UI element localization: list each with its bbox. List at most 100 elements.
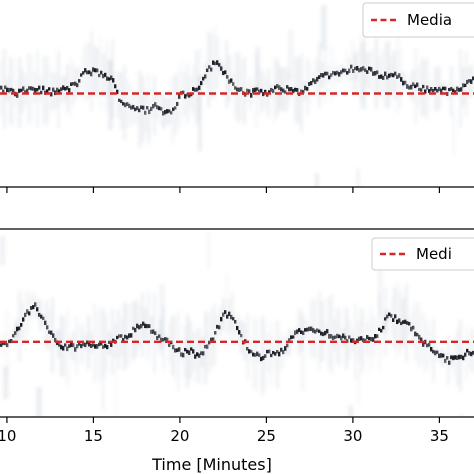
bottom-peak-point	[168, 343, 171, 347]
top-peak-point	[134, 107, 137, 112]
bottom-haze-streak	[117, 309, 120, 369]
bottom-peak-point	[320, 331, 323, 336]
top-haze-streak	[33, 71, 36, 105]
top-peak-point	[416, 82, 419, 87]
bottom-peak-point	[378, 327, 381, 331]
bottom-peak-point	[52, 333, 55, 338]
bottom-peak-point	[298, 328, 301, 332]
bottom-peak-point	[348, 335, 351, 339]
bottom-peak-point	[40, 314, 43, 319]
bottom-peak-point	[472, 350, 474, 355]
bottom-haze-streak	[84, 333, 87, 351]
top-haze-streak	[108, 60, 113, 130]
bottom-peak-point	[140, 323, 143, 329]
bottom-peak-point	[350, 338, 353, 343]
bottom-haze-streak	[387, 310, 390, 323]
top-haze-streak	[207, 31, 210, 109]
top-peak-point	[206, 68, 209, 73]
top-peak-point	[410, 84, 413, 90]
bottom-haze-streak	[450, 353, 453, 367]
bottom-peak-point	[204, 344, 207, 349]
bottom-peak-point	[276, 350, 279, 354]
bottom-haze-streak	[465, 326, 468, 380]
top-haze-streak	[471, 64, 474, 97]
bottom-peak-point	[154, 331, 157, 336]
top-peak-point	[86, 70, 89, 75]
bottom-haze-streak	[93, 303, 96, 384]
bottom-peak-point	[264, 354, 267, 358]
top-peak-point	[208, 65, 211, 69]
bottom-peak-point	[412, 325, 415, 330]
bottom-peak-point	[60, 344, 63, 350]
top-haze-streak	[117, 71, 120, 119]
top-peak-point	[370, 67, 373, 72]
top-peak-point	[124, 102, 127, 108]
bottom-peak-point	[258, 353, 261, 357]
x-tick-label: 25	[257, 427, 276, 445]
top-peak-point	[356, 65, 359, 71]
top-haze-streak	[105, 40, 108, 112]
top-peak-point	[166, 109, 169, 114]
top-haze-streak	[222, 63, 225, 76]
bottom-peak-point	[6, 343, 9, 348]
bottom-peak-point	[240, 333, 243, 338]
top-peak-point	[52, 87, 55, 92]
bottom-peak-point	[192, 349, 195, 354]
bottom-peak-point	[456, 355, 459, 360]
bottom-peak-point	[156, 335, 159, 340]
top-haze-streak	[177, 70, 180, 129]
bottom-haze-streak	[120, 318, 123, 357]
top-peak-point	[460, 87, 463, 92]
bottom-haze-streak	[321, 301, 324, 362]
top-haze-streak	[90, 31, 93, 111]
top-peak-point	[10, 87, 13, 92]
top-haze-streak	[303, 81, 306, 101]
bottom-peak-point	[274, 351, 277, 356]
top-peak-point	[104, 72, 107, 77]
bottom-peak-point	[32, 305, 35, 310]
bottom-peak-point	[26, 309, 29, 314]
bottom-peak-point	[94, 344, 97, 349]
top-peak-point	[30, 86, 33, 91]
bottom-peak-point	[64, 343, 67, 347]
top-peak-point	[472, 76, 474, 81]
bottom-peak-point	[84, 342, 87, 348]
bottom-haze-streak	[156, 329, 159, 341]
top-haze-streak	[423, 59, 426, 117]
top-peak-point	[274, 85, 277, 90]
top-legend-label: Media	[407, 11, 452, 29]
top-haze-streak	[75, 67, 78, 99]
bottom-haze-streak	[246, 312, 249, 381]
bottom-peak-point	[252, 352, 255, 357]
bottom-peak-point	[280, 347, 283, 352]
bottom-peak-point	[0, 343, 3, 347]
bottom-peak-point	[300, 330, 303, 334]
top-peak-point	[84, 68, 87, 73]
top-peak-point	[18, 88, 21, 93]
bottom-peak-point	[136, 323, 139, 329]
bottom-haze-streak	[384, 310, 388, 333]
bottom-peak-point	[268, 349, 271, 354]
bottom-peak-point	[434, 350, 437, 356]
bottom-peak-point	[184, 347, 187, 352]
bottom-peak-point	[80, 343, 83, 349]
bottom-peak-point	[22, 317, 25, 322]
top-haze-streak	[243, 57, 246, 125]
top-peak-point	[136, 106, 139, 111]
top-peak-point	[22, 86, 25, 91]
bottom-peak-point	[12, 334, 15, 338]
bottom-peak-point	[310, 326, 313, 332]
bottom-haze-streak	[378, 292, 381, 370]
top-haze-streak	[360, 42, 366, 110]
top-peak-point	[116, 89, 119, 95]
top-peak-point	[82, 71, 85, 75]
top-peak-point	[238, 87, 241, 92]
bottom-peak-point	[220, 316, 223, 322]
bottom-peak-point	[420, 337, 423, 342]
bottom-peak-point	[318, 329, 321, 333]
bottom-haze-streak	[6, 309, 9, 375]
top-peak-point	[50, 92, 53, 97]
bottom-peak-point	[30, 306, 33, 310]
bottom-peak-point	[382, 325, 385, 330]
bottom-peak-point	[176, 348, 179, 353]
